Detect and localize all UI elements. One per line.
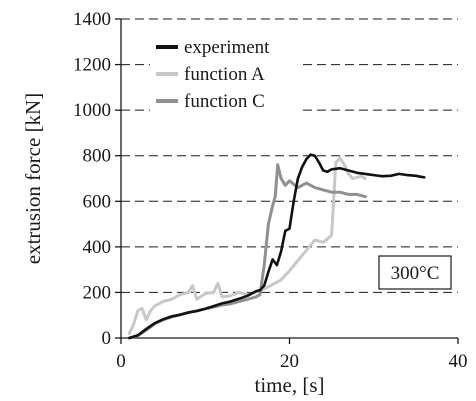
x-tick-label: 20	[280, 351, 299, 372]
y-tick-label: 200	[83, 282, 112, 303]
annotation-box: 300°C	[378, 255, 452, 290]
y-tick-label: 800	[83, 146, 112, 167]
y-tick-label: 1000	[73, 100, 111, 121]
legend-label: function C	[184, 91, 265, 112]
legend-label: experiment	[184, 37, 270, 58]
annotation-frame	[378, 255, 452, 290]
y-axis-title: extrusion force [kN]	[21, 93, 45, 264]
x-tick-label: 0	[116, 351, 126, 372]
series-line-function-c	[127, 163, 367, 340]
legend: experiment function A function C	[150, 34, 298, 134]
series-line-function-a	[127, 156, 367, 335]
x-axis-title: time, [s]	[255, 373, 325, 397]
y-tick-label: 400	[83, 237, 112, 258]
legend-background	[150, 34, 298, 134]
y-tick-label: 0	[102, 328, 112, 349]
axes: 0 200 400 600 800 1000 1200 1400 0 20 40	[73, 9, 468, 372]
annotation-label: 300°C	[391, 263, 440, 284]
y-tick-label: 1200	[73, 55, 111, 76]
x-tick-label: 40	[449, 351, 468, 372]
y-tick-label: 600	[83, 191, 112, 212]
series-lines	[127, 153, 426, 340]
legend-label: function A	[184, 64, 265, 85]
series-line-experiment	[128, 153, 426, 340]
y-tick-label: 1400	[73, 9, 111, 30]
